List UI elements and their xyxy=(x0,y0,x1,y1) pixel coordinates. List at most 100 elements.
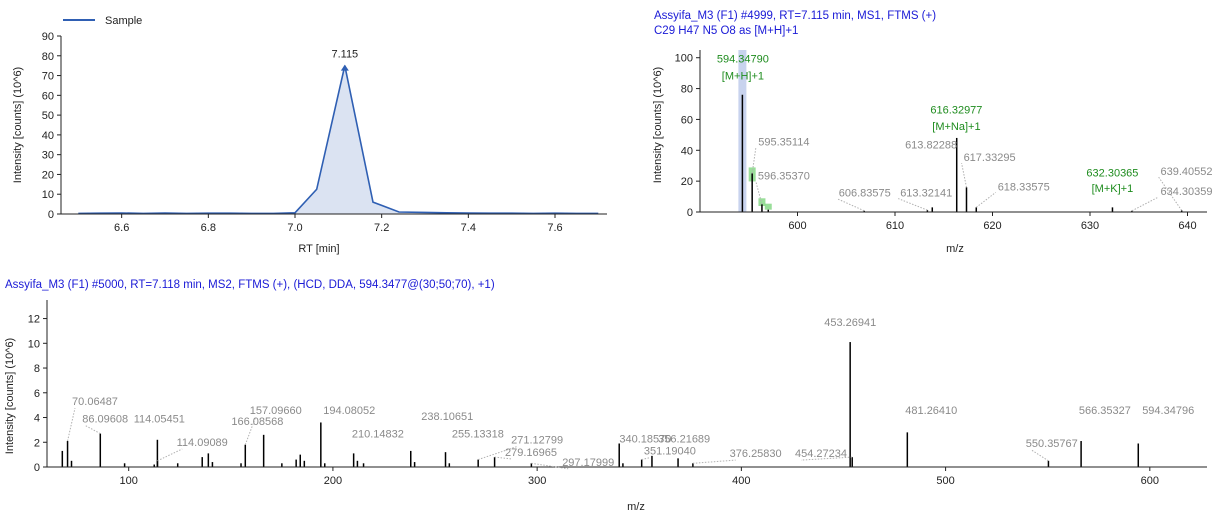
ms2-title: Assyifa_M3 (F1) #5000, RT=7.118 min, MS2… xyxy=(5,279,495,291)
peak-label: 595.35114 xyxy=(758,137,809,149)
annotation-ion: [M+H]+1 xyxy=(722,70,764,82)
peak-label: 297.17999 xyxy=(562,457,614,469)
peak-label: 594.34796 xyxy=(1142,405,1194,417)
peak-label: 606.83575 xyxy=(839,188,891,200)
label-leader xyxy=(836,198,865,212)
peak-label: 566.35327 xyxy=(1079,405,1131,417)
peak-label: 70.06487 xyxy=(72,396,118,408)
peak-label: 634.30359 xyxy=(1161,186,1213,198)
y-axis-label: Intensity [counts] (10^6) xyxy=(4,338,16,454)
y-tick-label: 60 xyxy=(681,114,693,126)
peak-label: 271.12799 xyxy=(511,434,563,446)
label-leader xyxy=(898,198,928,211)
label-leader xyxy=(1031,449,1049,462)
chromatogram-legend: Sample xyxy=(63,15,142,27)
ms1-title: Assyifa_M3 (F1) #4999, RT=7.115 min, MS1… xyxy=(654,10,936,22)
peak-label: 114.09089 xyxy=(177,437,228,449)
x-axis-label: RT [min] xyxy=(298,243,339,255)
peak-label: 376.25830 xyxy=(730,448,782,460)
label-leader xyxy=(67,408,76,442)
ms2-panel: Assyifa_M3 (F1) #5000, RT=7.118 min, MS2… xyxy=(4,279,1207,513)
peak-label: 114.05451 xyxy=(134,413,185,425)
y-tick-label: 60 xyxy=(42,90,54,102)
label-leader xyxy=(800,456,853,461)
y-tick-label: 90 xyxy=(42,31,54,43)
y-tick-label: 20 xyxy=(42,169,54,181)
y-tick-label: 10 xyxy=(42,189,54,201)
x-tick-label: 620 xyxy=(983,220,1001,232)
peak-label: 351.19040 xyxy=(644,446,696,458)
y-tick-label: 70 xyxy=(42,71,54,83)
label-leader xyxy=(692,459,736,464)
x-tick-label: 300 xyxy=(528,475,546,487)
y-tick-label: 2 xyxy=(34,437,40,449)
y-tick-label: 0 xyxy=(34,462,40,474)
peak-label: 453.26941 xyxy=(824,317,876,329)
x-tick-label: 7.6 xyxy=(547,222,562,234)
y-tick-label: 4 xyxy=(34,413,40,425)
x-tick-label: 7.2 xyxy=(374,222,389,234)
y-tick-label: 40 xyxy=(42,130,54,142)
annotation-ion: [M+Na]+1 xyxy=(932,121,980,133)
x-tick-label: 610 xyxy=(886,220,904,232)
peak-label: 613.82288 xyxy=(905,140,957,152)
peak-label: 550.35767 xyxy=(1026,438,1078,450)
y-axis-label: Intensity [counts] (10^6) xyxy=(12,67,24,183)
label-leader xyxy=(244,416,257,445)
peak-label: 157.09660 xyxy=(250,405,302,417)
x-tick-label: 630 xyxy=(1081,220,1099,232)
peak-label: 279.16965 xyxy=(505,447,557,459)
y-tick-label: 50 xyxy=(42,110,54,122)
y-tick-label: 12 xyxy=(28,314,40,326)
x-tick-label: 6.8 xyxy=(201,222,216,234)
peak-label: 613.32141 xyxy=(900,188,952,200)
peak-label: 454.27234 xyxy=(795,448,847,460)
x-tick-label: 200 xyxy=(324,475,342,487)
ms1-panel: Assyifa_M3 (F1) #4999, RT=7.115 min, MS1… xyxy=(652,10,1213,255)
peak-label: 596.35370 xyxy=(758,171,810,183)
annotation-mz: 616.32977 xyxy=(930,104,982,116)
y-tick-label: 0 xyxy=(687,207,693,219)
y-tick-label: 30 xyxy=(42,150,54,162)
y-axis-label: Intensity [counts] (10^6) xyxy=(652,67,664,183)
label-leader xyxy=(1131,196,1159,212)
chromatogram-area xyxy=(78,65,599,214)
ms1-subtitle: C29 H47 N5 O8 as [M+H]+1 xyxy=(654,25,798,37)
label-leader xyxy=(975,192,997,208)
isotope-highlight xyxy=(764,203,772,210)
y-tick-label: 40 xyxy=(681,145,693,157)
label-leader xyxy=(1158,176,1183,211)
legend-entry: Sample xyxy=(105,15,142,27)
label-leader xyxy=(961,162,967,188)
annotation-mz: 594.34790 xyxy=(717,53,769,65)
chromatogram-line xyxy=(78,65,599,215)
y-tick-label: 6 xyxy=(34,388,40,400)
x-tick-label: 6.6 xyxy=(114,222,129,234)
label-leader xyxy=(531,462,569,470)
x-axis-label: m/z xyxy=(946,243,964,255)
peak-label: 238.10651 xyxy=(421,411,473,423)
y-tick-label: 80 xyxy=(681,84,693,96)
label-leader xyxy=(751,147,757,174)
chromatogram-panel: Sample Intensity [counts] (10^6) RT [min… xyxy=(12,15,607,255)
annotation-ion: [M+K]+1 xyxy=(1092,183,1134,195)
peak-label: 618.33575 xyxy=(998,181,1050,193)
peak-label: 639.40552 xyxy=(1161,166,1213,178)
x-tick-label: 7.4 xyxy=(461,222,476,234)
label-leader xyxy=(478,446,518,461)
label-leader xyxy=(157,448,183,462)
peak-label: 194.08052 xyxy=(323,405,375,417)
peak-label: 210.14832 xyxy=(352,428,404,440)
peak-label: 255.13318 xyxy=(452,428,504,440)
x-tick-label: 640 xyxy=(1178,220,1196,232)
apex-marker xyxy=(340,64,349,71)
apex-label: 7.115 xyxy=(331,49,358,61)
peak-label: 86.09608 xyxy=(82,413,128,425)
peak-label: 356.21689 xyxy=(658,433,710,445)
peak-label: 481.26410 xyxy=(905,405,957,417)
y-tick-label: 0 xyxy=(48,209,54,221)
peak-label: 617.33295 xyxy=(964,152,1016,164)
y-tick-label: 10 xyxy=(28,338,40,350)
label-leader xyxy=(641,457,651,461)
